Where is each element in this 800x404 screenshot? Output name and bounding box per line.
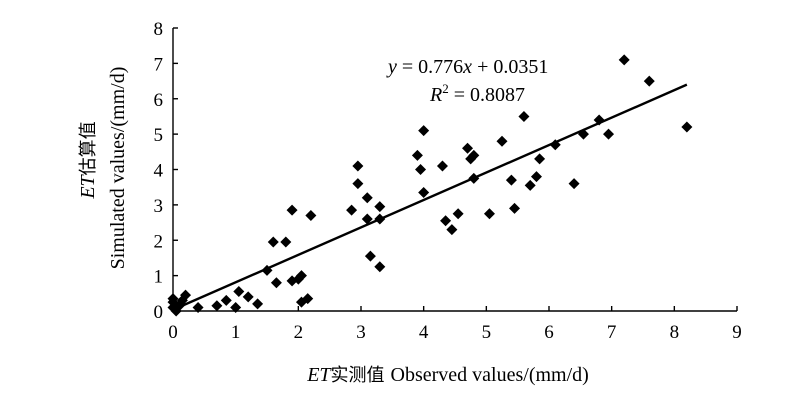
data-point — [280, 236, 292, 248]
y-label-cjk: 估算值 — [78, 121, 99, 175]
data-point — [374, 201, 386, 213]
data-point — [518, 110, 530, 122]
x-tick-label: 2 — [294, 322, 304, 343]
x-tick-label: 8 — [670, 322, 680, 343]
x-tick-label: 4 — [419, 322, 429, 343]
data-point — [468, 149, 480, 161]
data-point — [211, 300, 223, 312]
data-point — [603, 128, 615, 140]
data-point — [352, 178, 364, 190]
data-point — [374, 261, 386, 273]
y-tick-label: 8 — [154, 19, 164, 40]
equation-slope: = 0.776 — [397, 56, 463, 78]
data-point — [415, 164, 427, 175]
x-tick-label: 3 — [356, 322, 366, 343]
data-point — [524, 179, 536, 191]
data-point — [267, 236, 279, 248]
data-point — [436, 160, 448, 172]
r2-symbol: R — [429, 84, 442, 106]
y-tick-label: 4 — [154, 161, 164, 182]
data-point — [352, 160, 364, 172]
regression-line — [172, 83, 688, 311]
data-point — [361, 192, 373, 204]
data-point — [509, 202, 521, 214]
y-tick-label: 5 — [154, 125, 164, 146]
data-point — [286, 204, 298, 216]
x-ticks: 0 1 2 3 4 5 6 7 8 9 — [168, 306, 742, 343]
data-point — [192, 301, 204, 313]
data-point — [643, 75, 655, 87]
data-point — [418, 125, 430, 137]
x-tick-label: 0 — [168, 322, 178, 343]
y-tick-label: 0 — [154, 302, 164, 323]
data-point — [496, 135, 508, 147]
data-point — [418, 186, 430, 198]
data-point — [618, 54, 630, 66]
data-point — [233, 286, 245, 298]
equation-x: x — [462, 56, 472, 78]
x-tick-label: 1 — [231, 322, 241, 343]
r-squared: R2 = 0.8087 — [429, 81, 525, 106]
data-point — [252, 298, 264, 310]
data-point — [242, 291, 254, 303]
y-tick-label: 1 — [154, 267, 164, 288]
data-point — [681, 121, 693, 133]
data-point — [167, 293, 179, 305]
data-point — [220, 294, 232, 306]
x-label-italic: ET — [306, 364, 332, 386]
y-tick-label: 2 — [154, 231, 164, 252]
data-point — [364, 250, 376, 262]
x-tick-label: 6 — [544, 322, 554, 343]
r2-exponent: 2 — [442, 81, 449, 96]
data-point — [534, 153, 546, 165]
equation-y: y — [386, 56, 397, 78]
data-point — [302, 293, 314, 305]
data-point — [568, 178, 580, 190]
y-ticks: 0 1 2 3 4 5 6 7 8 — [154, 19, 178, 323]
data-point — [530, 171, 542, 183]
data-point — [452, 208, 464, 220]
data-point — [446, 224, 458, 236]
data-point — [305, 209, 317, 221]
x-tick-label: 7 — [607, 322, 617, 343]
data-point — [462, 142, 474, 154]
equation-intercept: + 0.0351 — [472, 56, 548, 78]
y-axis-label-top: ET估算值 — [77, 121, 99, 199]
data-point — [361, 213, 373, 225]
y-label-en: Simulated values/(mm/d) — [107, 67, 129, 270]
y-axis-label-bottom: Simulated values/(mm/d) — [107, 67, 129, 270]
data-point — [505, 174, 517, 186]
data-point — [346, 204, 358, 216]
y-tick-label: 7 — [154, 54, 164, 75]
x-label-cjk: 实测值 — [331, 365, 385, 386]
r2-value: = 0.8087 — [449, 84, 525, 106]
x-label-en: Observed values/(mm/d) — [391, 364, 589, 386]
data-point — [483, 208, 495, 220]
data-point — [230, 301, 242, 313]
x-tick-label: 5 — [482, 322, 492, 343]
y-tick-label: 3 — [154, 196, 164, 217]
data-point — [440, 215, 452, 227]
x-axis-label: ET实测值 Observed values/(mm/d) — [306, 364, 589, 386]
data-point — [270, 277, 282, 289]
data-point — [411, 149, 423, 161]
y-label-italic: ET — [77, 173, 99, 199]
data-point — [180, 289, 192, 301]
y-tick-label: 6 — [154, 90, 164, 111]
x-tick-label: 9 — [732, 322, 742, 343]
data-point — [295, 270, 307, 282]
regression-equation: y = 0.776x + 0.0351 — [386, 56, 548, 78]
